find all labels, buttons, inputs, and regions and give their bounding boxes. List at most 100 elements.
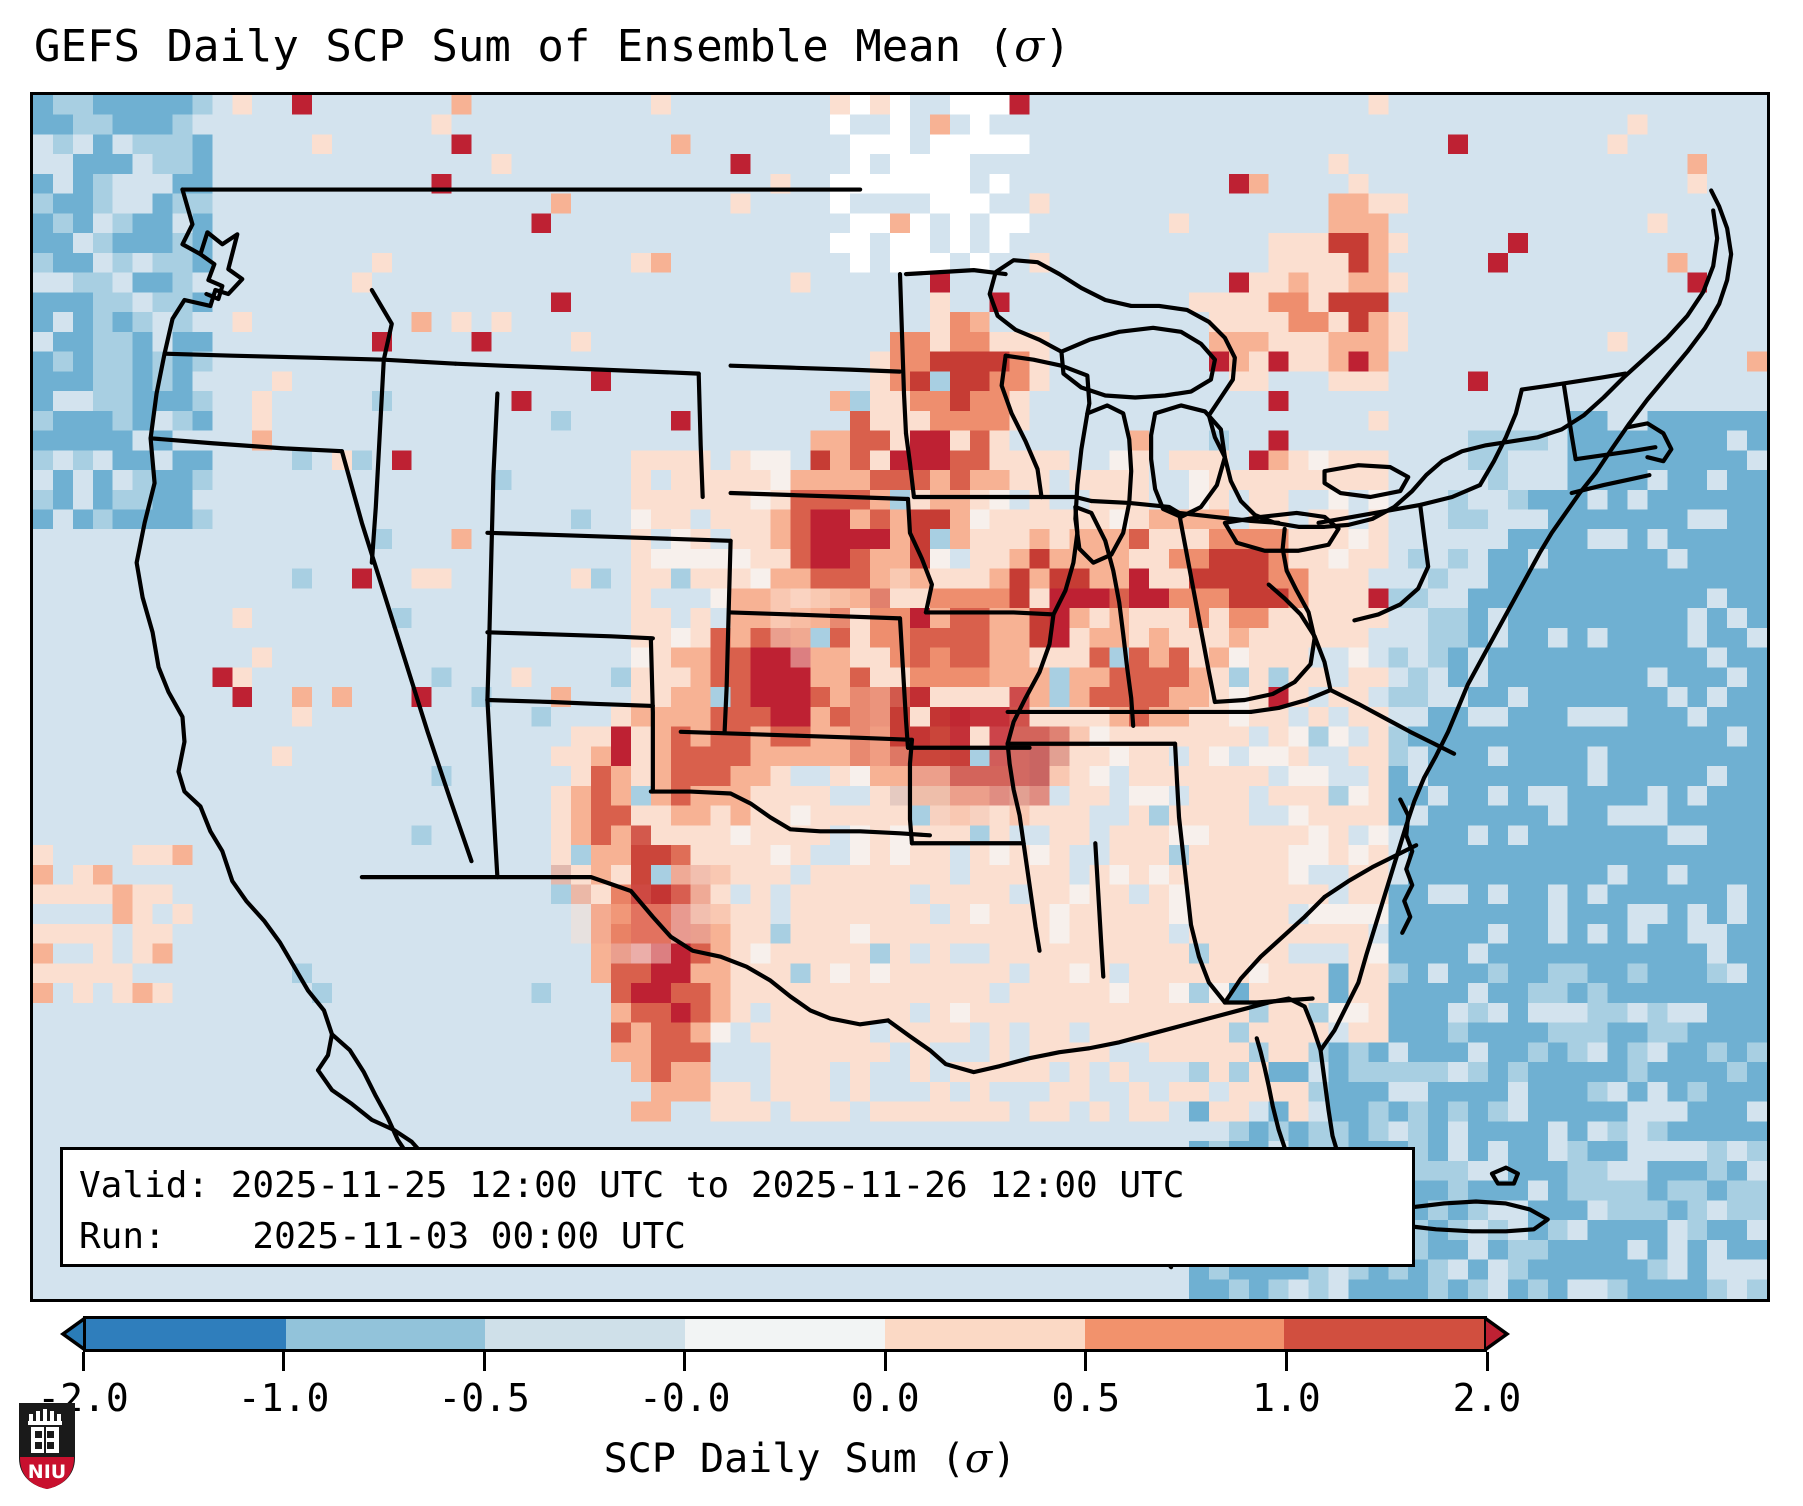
coastline-atlantic [1318, 188, 1734, 1053]
state-border-tn-nc [1248, 687, 1333, 715]
state-border-mn-can [903, 268, 1008, 277]
state-border-ms-al [1093, 841, 1106, 979]
state-border-ma-ct [1573, 445, 1658, 462]
lake-michigan [1073, 403, 1134, 565]
lake-erie [1222, 510, 1341, 553]
map-plot-area[interactable] [30, 92, 1770, 1302]
state-border-ia-il [1051, 504, 1080, 617]
lake-superior [1059, 325, 1218, 400]
state-border-ga-fl [1222, 996, 1315, 1005]
colorbar[interactable] [60, 1316, 1510, 1352]
colorbar-segments[interactable] [83, 1316, 1487, 1352]
state-border-pa-nj-md [1352, 502, 1431, 623]
state-border-nv-ut [485, 391, 500, 703]
colorbar-tick-label-1: -1.0 [237, 1376, 330, 1420]
state-border-ne-states [1519, 371, 1628, 392]
chart-title-prefix: GEFS Daily SCP Sum of Ensemble Mean ( [34, 21, 1015, 72]
state-border-ia-wi [1039, 494, 1094, 504]
state-border-il-in [1073, 504, 1136, 728]
colorbar-label-suffix: ) [992, 1436, 1017, 1482]
colorbar-tick-label-7: 2.0 [1452, 1376, 1522, 1420]
colorbar-tick-label-4: 0.0 [850, 1376, 920, 1420]
state-border-ar-ms [1005, 741, 1026, 846]
chart-title: GEFS Daily SCP Sum of Ensemble Mean (σ) [34, 16, 1534, 78]
state-border-oh-mi [1176, 510, 1281, 525]
state-border-oh-wv-pa [1212, 526, 1317, 705]
state-border-sd-mn [903, 431, 917, 500]
state-border-wa-or [162, 351, 458, 366]
colorbar-tick-label-6: 1.0 [1252, 1376, 1321, 1420]
state-border-wi-mi [1003, 353, 1092, 416]
state-border-pa-ny [1316, 482, 1483, 525]
state-border-sc-nc [1322, 843, 1419, 900]
state-border-ar-ok [907, 737, 915, 846]
colorbar-tick-label-3: -0.0 [638, 1376, 731, 1420]
colorbar-segment-3 [685, 1319, 885, 1349]
state-border-or-ca [148, 436, 345, 454]
lake-huron [1149, 403, 1227, 519]
state-border-nc-va [1328, 687, 1457, 756]
state-border-ks-ok [678, 729, 915, 742]
colorbar-tick-3 [683, 1352, 687, 1371]
state-border-mo-ks [897, 616, 911, 750]
state-border-nd-mn [897, 272, 909, 436]
colorbar-tick-label-5: 0.5 [1051, 1376, 1121, 1420]
colorbar-tick-7 [1485, 1352, 1489, 1371]
colorbar-ticks [81, 1352, 1489, 1372]
logo-banner-text: NIU [28, 1461, 66, 1483]
colorbar-tick-6 [1284, 1352, 1288, 1371]
state-border-la-ms [1021, 841, 1042, 953]
state-border-in-oh [1176, 510, 1218, 705]
coastline-puget [198, 252, 225, 302]
state-border-az-nm [485, 697, 500, 880]
border-us-canada-lakes [987, 208, 1720, 529]
colorbar-tick-5 [1084, 1352, 1088, 1371]
colorbar-label-prefix: SCP Daily Sum ( [603, 1436, 965, 1482]
logo-shield-red-banner [20, 1457, 74, 1489]
colorbar-tick-1 [282, 1352, 286, 1371]
colorbar-tick-0 [81, 1352, 85, 1371]
coastline-pacific [134, 187, 335, 1073]
state-border-ia-mo [923, 610, 1056, 617]
colorbar-segment-4 [884, 1319, 1085, 1349]
state-border-nm-tx [648, 636, 655, 794]
lake-ontario [1322, 463, 1411, 500]
state-border-id-mt [369, 287, 394, 362]
colorbar-tick-2 [482, 1352, 486, 1371]
map-vector-overlay [134, 187, 1734, 1270]
state-border-in-mi [1089, 498, 1182, 516]
state-border-ca-nv [339, 449, 474, 864]
state-border-mo-il [1005, 612, 1056, 746]
chart-title-suffix: ) [1044, 21, 1071, 72]
colorbar-axis-label: SCP Daily Sum (σ) [0, 1432, 1620, 1486]
colorbar-tick-label-2: -0.5 [438, 1376, 530, 1420]
sigma-symbol: σ [1014, 21, 1045, 72]
state-border-ne-ks [728, 610, 903, 621]
colorbar-under-arrow [60, 1316, 85, 1352]
info-run-line: Run: 2025-11-03 00:00 UTC [79, 1216, 686, 1257]
colorbar-tick-labels: -2.0 -1.0 -0.5 -0.0 0.0 0.5 1.0 2.0 [37, 1374, 1521, 1424]
coastline-bahamas [1489, 1165, 1520, 1186]
state-border-va-wv [1266, 582, 1333, 693]
state-border-ga-sc [1222, 894, 1327, 1005]
state-border-ia-ne [905, 496, 934, 615]
logo-castle-windows [35, 1427, 54, 1453]
coastline-chesapeake [1398, 797, 1415, 935]
state-border-mn-wi [999, 353, 1044, 500]
colorbar-sigma-symbol: σ [964, 1436, 993, 1482]
colorbar-segment-1 [285, 1319, 486, 1349]
state-border-ok-tx [648, 789, 932, 838]
state-border-co-nm [485, 697, 655, 709]
state-border-ut-co [485, 630, 655, 641]
coastline-gulf [885, 996, 1323, 1075]
state-border-ny-vt-nh [1477, 387, 1524, 488]
colorbar-tick-4 [883, 1352, 887, 1371]
state-border-co-e [722, 538, 733, 734]
border-us-mexico [359, 875, 891, 1027]
info-valid-line: Valid: 2025-11-25 12:00 UTC to 2025-11-2… [79, 1165, 1185, 1206]
colorbar-segment-0 [86, 1319, 286, 1349]
colorbar-segment-5 [1084, 1319, 1285, 1349]
colorbar-segment-6 [1284, 1319, 1485, 1349]
info-box: Valid: 2025-11-25 12:00 UTC to 2025-11-2… [60, 1147, 1415, 1267]
